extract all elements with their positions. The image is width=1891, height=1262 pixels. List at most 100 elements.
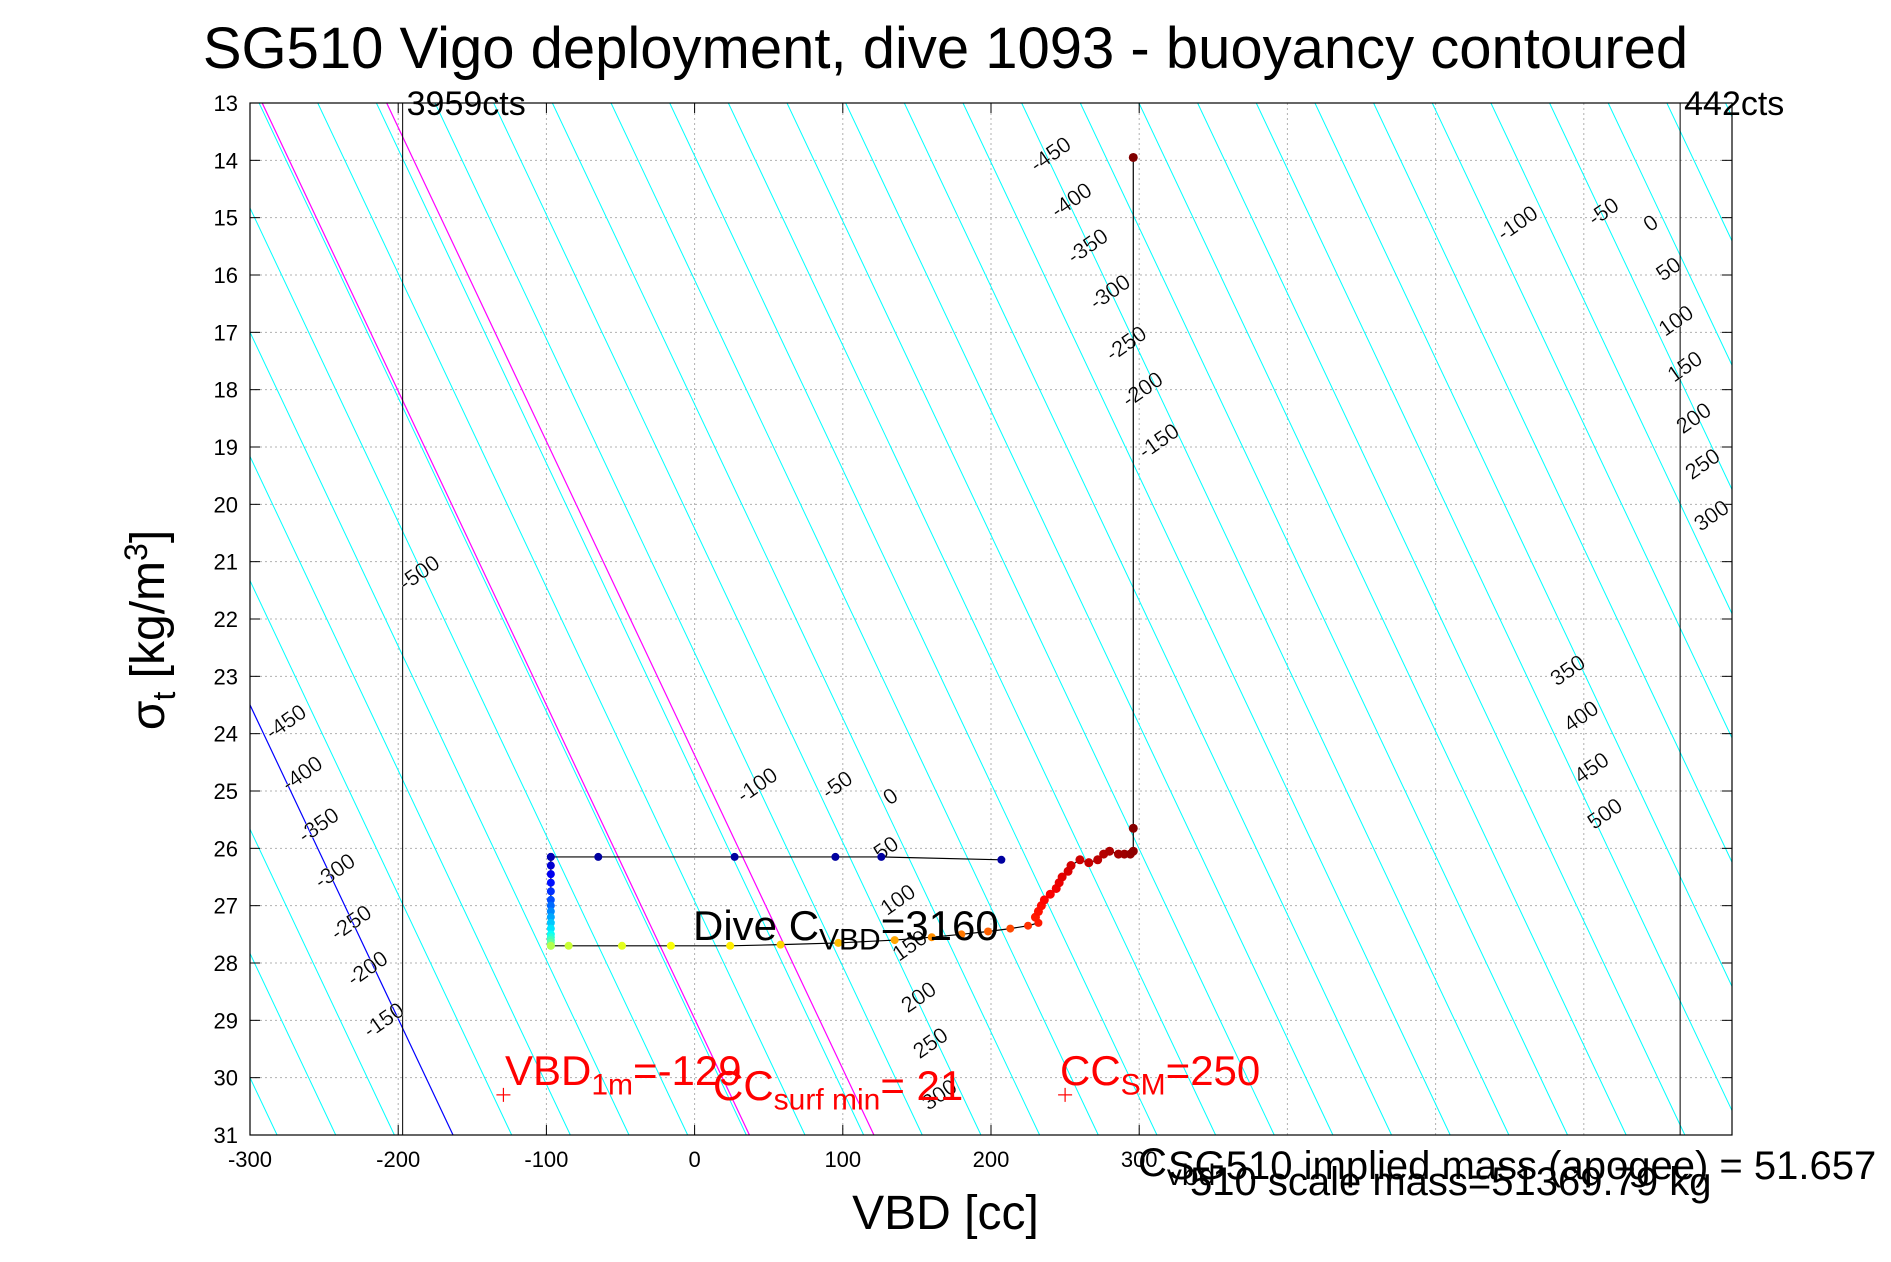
data-point xyxy=(927,933,936,942)
buoyancy-contour xyxy=(250,579,513,1135)
chart-title: SG510 Vigo deployment, dive 1093 - buoya… xyxy=(202,16,1689,81)
data-point xyxy=(1045,889,1055,899)
x-tick-label: -200 xyxy=(376,1147,420,1172)
y-tick-label: 30 xyxy=(214,1066,238,1091)
x-tick-label: 200 xyxy=(973,1147,1010,1172)
buoyancy-contour xyxy=(845,103,1334,1135)
data-point xyxy=(1128,823,1138,833)
contour-label: -300 xyxy=(309,848,359,894)
count-limit-label: 442cts xyxy=(1684,85,1784,123)
scale-mass-text: 510 scale mass=51369.79 kg xyxy=(1190,1160,1712,1204)
buoyancy-contour xyxy=(317,103,806,1135)
contour-label: 150 xyxy=(1663,346,1707,388)
buoyancy-contour xyxy=(250,455,571,1135)
y-tick-label: 31 xyxy=(214,1123,238,1148)
buoyancy-contour xyxy=(610,103,1099,1135)
buoyancy-contour xyxy=(669,103,1158,1135)
data-point xyxy=(890,936,899,945)
data-point xyxy=(546,924,555,933)
buoyancy-contour xyxy=(250,331,630,1135)
contour-label: -100 xyxy=(732,762,782,808)
data-point xyxy=(546,870,555,879)
buoyancy-contour xyxy=(1549,103,1732,491)
data-point xyxy=(1057,872,1067,882)
x-tick-label: 300 xyxy=(1121,1147,1158,1172)
magenta-contour xyxy=(386,103,875,1135)
contour-label: -100 xyxy=(1492,200,1542,246)
data-point xyxy=(546,887,555,896)
data-point xyxy=(617,941,626,950)
y-tick-label: 19 xyxy=(214,435,238,460)
data-point xyxy=(1039,895,1049,905)
y-tick-label: 25 xyxy=(214,779,238,804)
contour-label: -250 xyxy=(326,900,376,946)
data-point xyxy=(546,895,555,904)
buoyancy-contour xyxy=(434,103,923,1135)
buoyancy-contour xyxy=(0,103,101,1135)
contour-label: 200 xyxy=(1671,397,1715,439)
contour-label: -150 xyxy=(358,997,408,1043)
contour-label: 250 xyxy=(1680,443,1724,485)
contour-label: -450 xyxy=(1025,131,1075,177)
contour-label: -400 xyxy=(277,751,327,797)
data-point xyxy=(564,941,573,950)
magenta-contour xyxy=(261,103,750,1135)
y-tick-label: 27 xyxy=(214,894,238,919)
buoyancy-contour xyxy=(1197,103,1686,1135)
data-point xyxy=(1105,846,1115,856)
contour-label: -150 xyxy=(1133,418,1183,464)
x-tick-label: -100 xyxy=(524,1147,568,1172)
y-tick-label: 15 xyxy=(214,206,238,231)
buoyancy-contour xyxy=(1079,103,1568,1135)
contour-label: 250 xyxy=(908,1022,952,1064)
contour-label: -450 xyxy=(261,699,311,745)
x-tick-label: 100 xyxy=(824,1147,861,1172)
data-point xyxy=(546,918,555,927)
contour-label: 200 xyxy=(896,976,940,1018)
data-point xyxy=(1128,152,1138,162)
contour-label: 100 xyxy=(1654,300,1698,342)
data-point xyxy=(546,913,555,922)
data-point xyxy=(546,907,555,916)
vbd-1m-annotation: VBD1m=-129 xyxy=(505,1047,742,1102)
y-tick-label: 21 xyxy=(214,550,238,575)
contour-label: -350 xyxy=(293,802,343,848)
y-tick-label: 29 xyxy=(214,1008,238,1033)
y-tick-label: 22 xyxy=(214,607,238,632)
data-point xyxy=(1006,924,1015,933)
data-point xyxy=(997,855,1006,864)
y-tick-label: 18 xyxy=(214,378,238,403)
top-leg-line xyxy=(550,856,1002,861)
contour-label: 450 xyxy=(1569,747,1613,789)
data-point xyxy=(594,852,603,861)
buoyancy-contour xyxy=(0,103,218,1135)
buoyancy-contour xyxy=(1021,103,1510,1135)
cc-surf-min-annotation: CCsurf min= 21 xyxy=(713,1062,964,1117)
buoyancy-contour xyxy=(727,103,1217,1135)
contour-label: -500 xyxy=(394,550,444,596)
buoyancy-contour xyxy=(1607,103,1732,367)
data-point xyxy=(957,930,966,939)
y-tick-label: 14 xyxy=(214,148,238,173)
buoyancy-contour xyxy=(1725,103,1732,118)
contour-label: -200 xyxy=(342,945,392,991)
buoyancy-contour xyxy=(493,103,982,1135)
data-point xyxy=(1024,921,1033,930)
data-point xyxy=(666,941,675,950)
data-point xyxy=(834,938,843,947)
zero-buoyancy-line xyxy=(250,703,454,1135)
buoyancy-contour xyxy=(258,103,747,1135)
data-point xyxy=(776,940,785,949)
contour-label: 0 xyxy=(878,783,902,811)
y-tick-label: 13 xyxy=(214,91,238,116)
data-point xyxy=(730,852,739,861)
contour-label: 300 xyxy=(1689,495,1733,537)
data-point xyxy=(546,852,555,861)
contour-label: -50 xyxy=(817,765,857,804)
buoyancy-contour xyxy=(250,828,395,1135)
data-point xyxy=(831,852,840,861)
contour-label: -350 xyxy=(1062,223,1112,269)
buoyancy-contour xyxy=(551,103,1041,1135)
buoyancy-contour xyxy=(903,103,1393,1135)
